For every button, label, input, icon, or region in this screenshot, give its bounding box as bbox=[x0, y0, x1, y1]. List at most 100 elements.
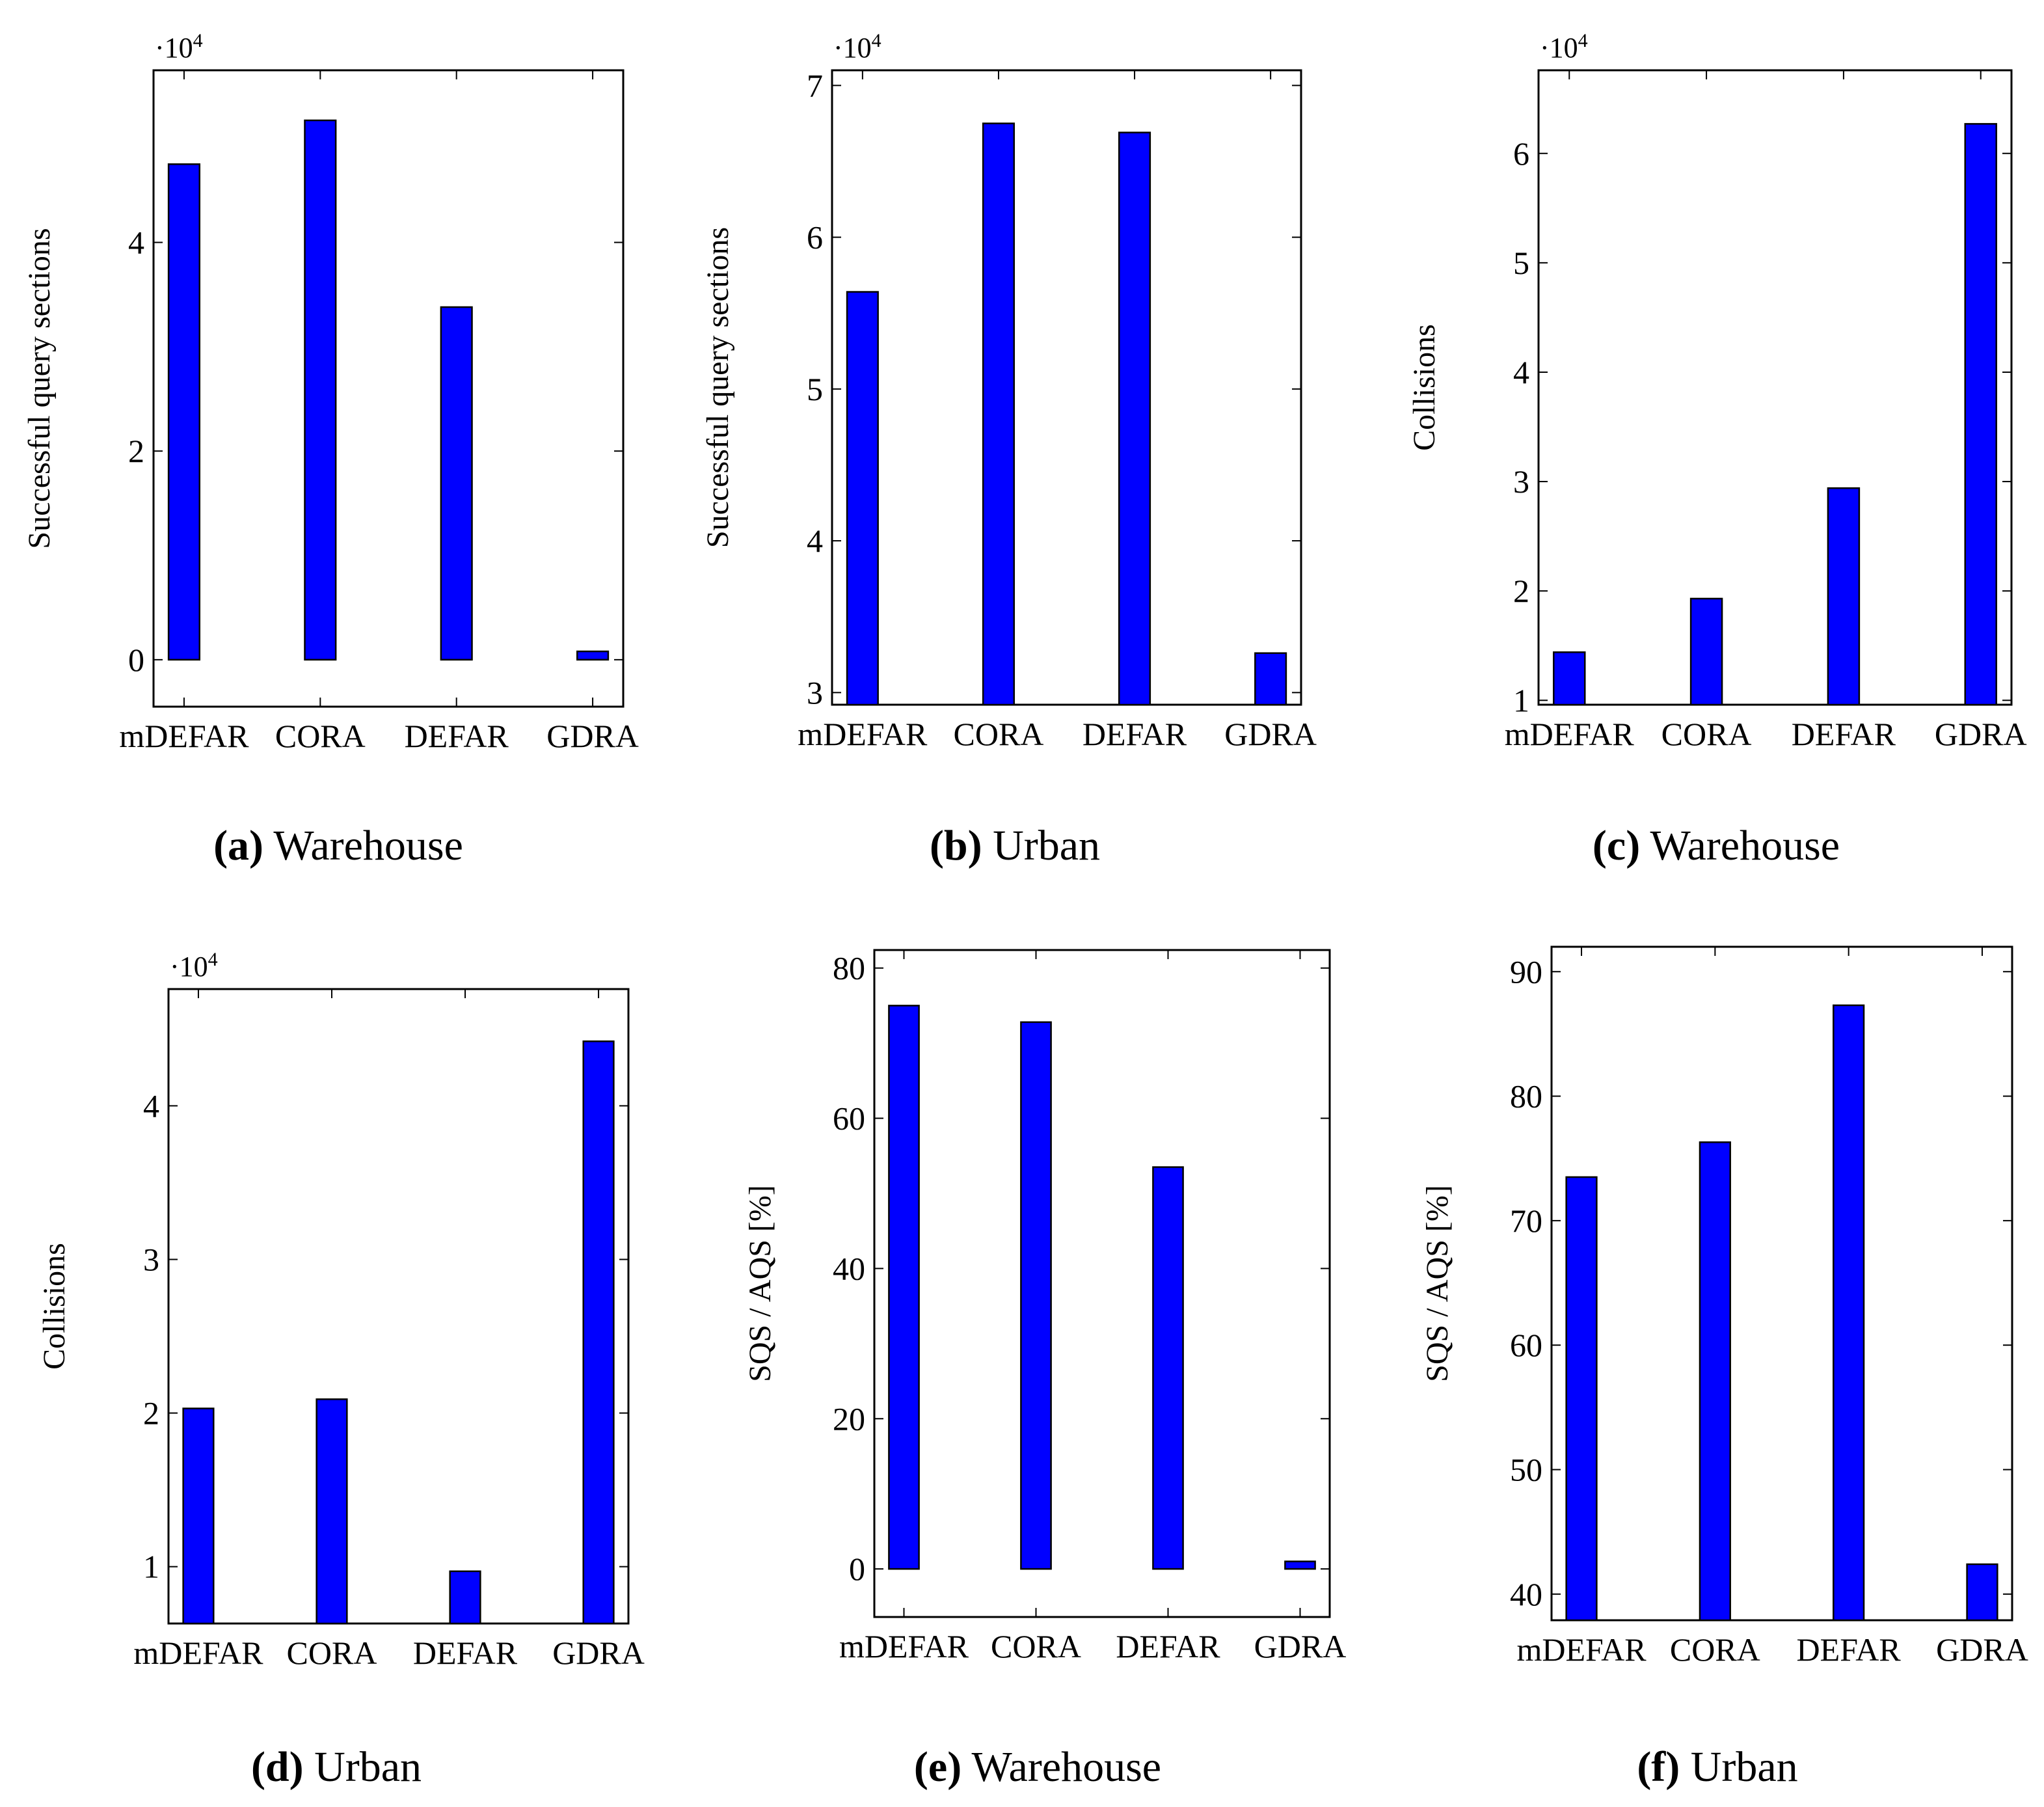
category-label-e-2: DEFAR bbox=[1116, 1628, 1220, 1664]
axis-multiplier-exponent-d: 4 bbox=[208, 949, 218, 970]
ytick-label-f-2: 60 bbox=[1510, 1327, 1542, 1363]
ytick-label-e-0: 0 bbox=[849, 1551, 865, 1587]
ytick-label-c-2: 3 bbox=[1513, 463, 1529, 500]
bar-a-DEFAR bbox=[440, 306, 473, 661]
bar-d-CORA bbox=[316, 1398, 348, 1625]
caption-e: (e) Warehouse bbox=[914, 1743, 1161, 1792]
ytick-label-c-0: 1 bbox=[1513, 682, 1529, 718]
bar-c-DEFAR bbox=[1827, 487, 1861, 706]
bar-f-DEFAR bbox=[1833, 1004, 1865, 1622]
category-label-f-0: mDEFAR bbox=[1516, 1631, 1647, 1668]
y-axis-label-d: Collisions bbox=[37, 1243, 72, 1370]
ytick-label-e-4: 80 bbox=[833, 950, 865, 986]
category-label-a-0: mDEFAR bbox=[119, 718, 249, 754]
ytick-label-e-2: 40 bbox=[833, 1250, 865, 1286]
ytick-label-e-1: 20 bbox=[833, 1400, 865, 1437]
plot-frame-c bbox=[1537, 69, 2013, 706]
caption-f-letter: (f) bbox=[1637, 1743, 1680, 1791]
category-label-d-0: mDEFAR bbox=[133, 1635, 263, 1671]
caption-b-text: Urban bbox=[993, 822, 1101, 869]
category-label-f-2: DEFAR bbox=[1797, 1631, 1902, 1668]
caption-c-letter: (c) bbox=[1592, 822, 1641, 869]
caption-c: (c) Warehouse bbox=[1593, 821, 1840, 871]
bar-d-mDEFAR bbox=[182, 1407, 215, 1625]
bar-a-CORA bbox=[304, 119, 337, 661]
category-label-c-2: DEFAR bbox=[1792, 716, 1896, 752]
category-label-b-1: CORA bbox=[953, 716, 1043, 752]
ytick-label-a-2: 4 bbox=[128, 224, 144, 261]
bar-c-CORA bbox=[1689, 597, 1723, 706]
axis-multiplier-exponent-c: 4 bbox=[1578, 30, 1588, 51]
y-axis-label-c: Collisions bbox=[1407, 324, 1442, 451]
caption-f-text: Urban bbox=[1690, 1743, 1798, 1791]
ytick-label-f-0: 40 bbox=[1510, 1576, 1542, 1612]
category-label-d-1: CORA bbox=[287, 1635, 377, 1671]
bar-a-GDRA bbox=[576, 650, 610, 661]
axis-multiplier-exponent-b: 4 bbox=[872, 30, 881, 51]
chart-e: 0 20 40 60 80 mDEFAR CORA DEFAR GDRA SQS / AQS [%… bbox=[743, 949, 1346, 1664]
category-label-e-1: CORA bbox=[991, 1628, 1081, 1664]
bar-e-CORA bbox=[1020, 1021, 1052, 1570]
caption-f: (f) Urban bbox=[1637, 1743, 1797, 1792]
caption-c-text: Warehouse bbox=[1650, 822, 1840, 869]
ytick-label-c-3: 4 bbox=[1513, 354, 1529, 390]
plot-frame-e bbox=[873, 949, 1331, 1618]
ytick-label-b-3: 6 bbox=[807, 219, 823, 256]
ytick-label-f-1: 50 bbox=[1510, 1452, 1542, 1488]
bar-b-mDEFAR bbox=[846, 291, 879, 706]
caption-d-letter: (d) bbox=[250, 1743, 304, 1791]
category-label-c-0: mDEFAR bbox=[1505, 716, 1635, 752]
category-label-a-1: CORA bbox=[275, 718, 366, 754]
ytick-label-d-2: 3 bbox=[143, 1241, 159, 1277]
y-axis-label-f: SQS / AQS [%] bbox=[1420, 1185, 1455, 1382]
category-label-d-2: DEFAR bbox=[413, 1635, 518, 1671]
ytick-label-d-3: 4 bbox=[143, 1087, 159, 1124]
caption-b-letter: (b) bbox=[929, 822, 982, 869]
plot-frame-d bbox=[167, 988, 630, 1625]
bar-b-GDRA bbox=[1254, 652, 1287, 706]
ytick-label-f-5: 90 bbox=[1510, 953, 1542, 990]
category-label-b-2: DEFAR bbox=[1083, 716, 1187, 752]
ytick-label-e-3: 60 bbox=[833, 1100, 865, 1137]
category-label-c-1: CORA bbox=[1661, 716, 1752, 752]
chart-a: 0 2 4 mDEFAR CORA DEFAR GDRA Successful query s… bbox=[22, 30, 639, 754]
category-label-b-0: mDEFAR bbox=[798, 716, 928, 752]
category-label-f-1: CORA bbox=[1670, 1631, 1760, 1668]
ytick-label-c-4: 5 bbox=[1513, 245, 1529, 281]
ytick-label-d-0: 1 bbox=[143, 1549, 159, 1585]
ytick-label-b-0: 3 bbox=[807, 674, 823, 711]
axis-multiplier-exponent-a: 4 bbox=[193, 30, 203, 51]
plot-frame-a bbox=[152, 69, 625, 708]
plot-frame-f bbox=[1550, 945, 2013, 1622]
bar-c-mDEFAR bbox=[1553, 651, 1586, 706]
chart-f: 40 50 60 70 80 90 mDEFAR CORA DEFAR GDRA SQS / AQS… bbox=[1420, 945, 2028, 1668]
caption-e-text: Warehouse bbox=[971, 1743, 1162, 1791]
y-axis-label-b: Successful query sections bbox=[701, 227, 735, 548]
category-label-a-2: DEFAR bbox=[405, 718, 509, 754]
category-label-a-3: GDRA bbox=[546, 718, 639, 754]
bar-f-GDRA bbox=[1966, 1563, 1998, 1622]
bar-f-mDEFAR bbox=[1565, 1176, 1598, 1622]
bar-e-DEFAR bbox=[1152, 1166, 1184, 1570]
bar-b-CORA bbox=[982, 122, 1015, 706]
ytick-label-c-5: 6 bbox=[1513, 135, 1529, 172]
ytick-label-b-4: 7 bbox=[807, 67, 823, 103]
y-axis-label-a: Successful query sections bbox=[22, 228, 57, 549]
caption-d: (d) Urban bbox=[251, 1743, 422, 1792]
ytick-label-c-1: 2 bbox=[1513, 573, 1529, 609]
caption-a-text: Warehouse bbox=[273, 822, 463, 869]
bar-c-GDRA bbox=[1964, 123, 1997, 706]
bar-e-mDEFAR bbox=[888, 1005, 920, 1570]
caption-e-letter: (e) bbox=[913, 1743, 962, 1791]
bar-d-DEFAR bbox=[449, 1570, 481, 1625]
caption-b: (b) Urban bbox=[930, 821, 1100, 871]
bar-a-mDEFAR bbox=[167, 163, 201, 661]
ytick-label-a-0: 0 bbox=[128, 642, 144, 678]
chart-b: 3 4 5 6 7 mDEFAR CORA DEFAR GDRA Successful query… bbox=[701, 30, 1317, 752]
y-axis-label-e: SQS / AQS [%] bbox=[743, 1185, 777, 1382]
category-label-e-0: mDEFAR bbox=[839, 1628, 969, 1664]
bar-d-GDRA bbox=[582, 1040, 615, 1625]
category-label-d-3: GDRA bbox=[552, 1635, 645, 1671]
